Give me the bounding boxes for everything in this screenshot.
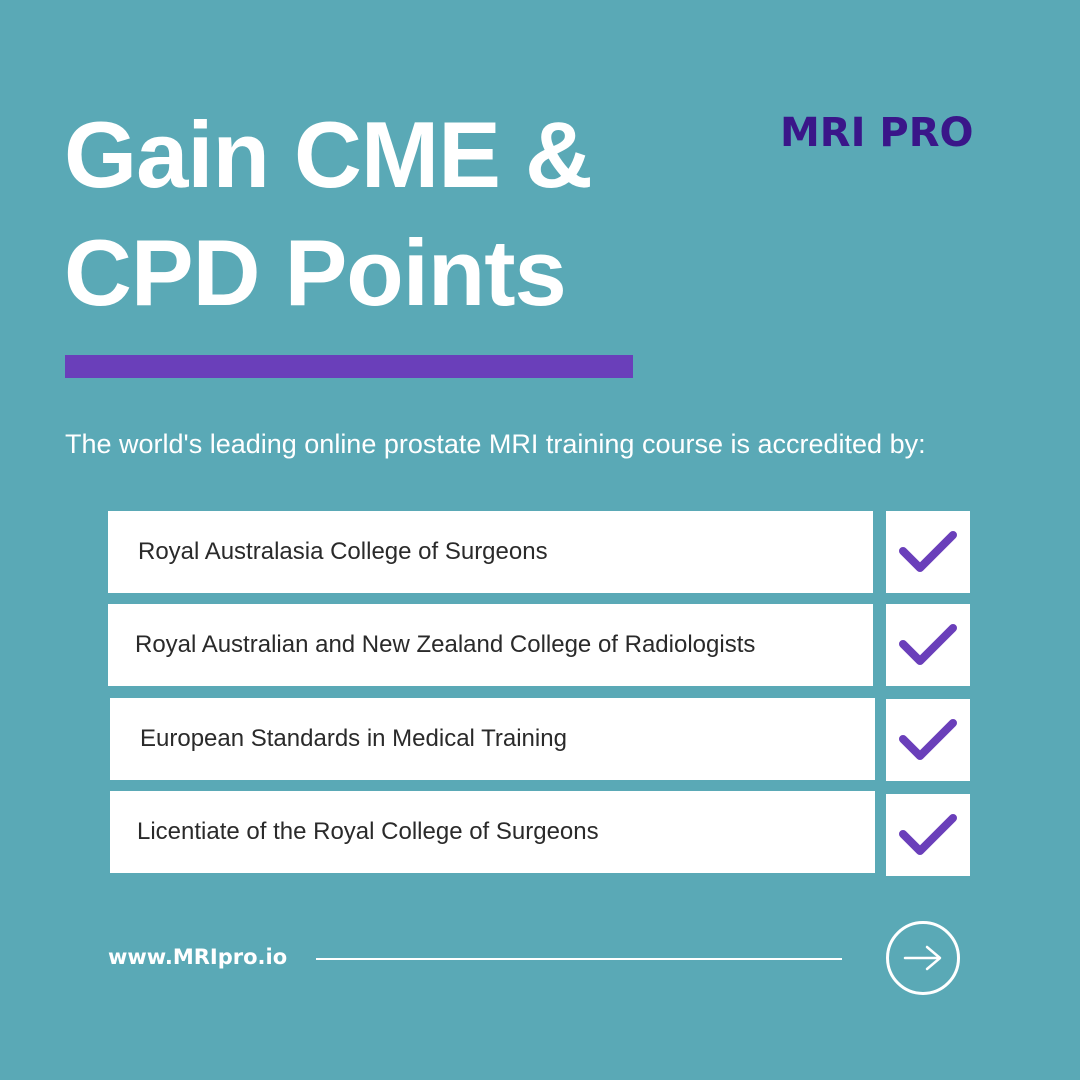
accreditation-label: European Standards in Medical Training: [140, 725, 567, 752]
accreditation-row: Royal Australian and New Zealand College…: [108, 604, 873, 686]
accent-bar: [65, 355, 633, 378]
check-box: [886, 699, 970, 781]
headline-line-2: CPD Points: [64, 220, 567, 325]
accreditation-label: Licentiate of the Royal College of Surge…: [137, 818, 599, 845]
check-icon: [899, 531, 957, 572]
website-link[interactable]: www.MRIpro.io: [108, 945, 288, 969]
check-icon: [899, 719, 957, 760]
accreditation-label: Royal Australian and New Zealand College…: [135, 631, 756, 658]
accreditation-row: European Standards in Medical Training: [110, 698, 875, 780]
next-button[interactable]: [886, 921, 960, 995]
check-icon: [899, 624, 957, 665]
accreditation-label: Royal Australasia College of Surgeons: [138, 538, 548, 565]
check-box: [886, 511, 970, 593]
headline: Gain CME & CPD Points: [64, 96, 593, 332]
headline-line-1: Gain CME &: [64, 102, 593, 207]
brand-logo: MRI PRO: [780, 110, 974, 156]
accreditation-row: Royal Australasia College of Surgeons: [108, 511, 873, 593]
check-icon: [899, 814, 957, 855]
accreditation-row: Licentiate of the Royal College of Surge…: [110, 791, 875, 873]
check-box: [886, 794, 970, 876]
arrow-right-icon: [903, 945, 942, 971]
divider-line: [316, 958, 842, 960]
intro-text: The world's leading online prostate MRI …: [65, 429, 926, 459]
check-box: [886, 604, 970, 686]
